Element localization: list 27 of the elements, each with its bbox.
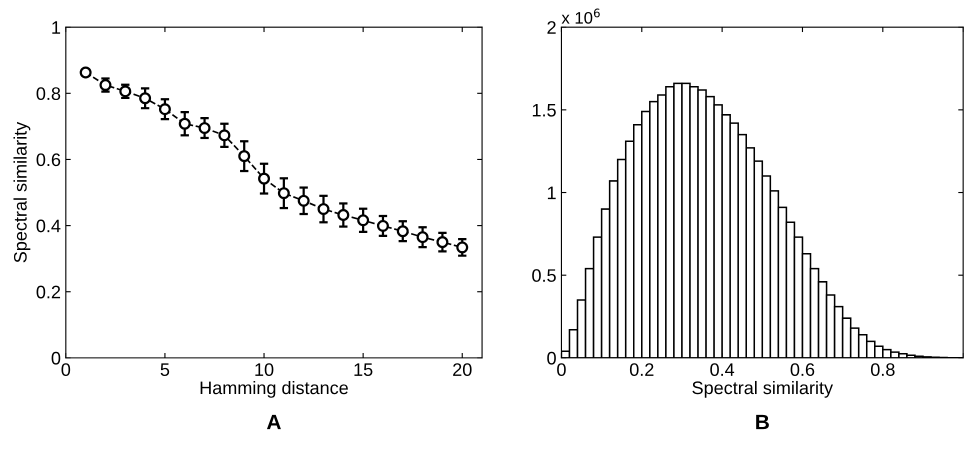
y-tick-label: 0.5	[532, 269, 556, 282]
x-tick-label: 0	[62, 363, 70, 376]
y-tick-label: 1.5	[532, 104, 556, 117]
x-tick-label: 10	[255, 363, 274, 376]
y-axis-title: Spectral similarity	[13, 122, 30, 262]
y-tick-label: 0.4	[36, 220, 60, 232]
y-tick-label: 0.2	[36, 286, 60, 298]
y-tick-label: 0	[52, 352, 60, 365]
x-axis-title: Hamming distance	[200, 380, 348, 398]
x-axis-title: Spectral similarity	[692, 380, 833, 398]
x-tick-label: 5	[160, 363, 170, 376]
x-tick-label: 0.4	[710, 363, 734, 376]
y-tick-label: 0.8	[36, 87, 60, 100]
x-tick-label: 15	[354, 363, 372, 376]
y-tick-label: 2	[547, 21, 556, 34]
x-tick-label: 0	[557, 363, 566, 376]
y-tick-label: 0.6	[36, 153, 60, 166]
text: B	[756, 414, 769, 430]
y-tick-label: 1	[548, 186, 556, 200]
text: A	[266, 414, 281, 430]
y-tick-label: 1	[52, 21, 60, 34]
x-tick-label: 0.6	[790, 363, 814, 376]
x-tick-label: 0.2	[630, 363, 654, 376]
y-tick-label: 0	[547, 352, 556, 365]
text: x 10$^{6}$	[562, 8, 600, 24]
x-tick-label: 0.8	[870, 363, 895, 376]
x-tick-label: 20	[453, 363, 472, 376]
